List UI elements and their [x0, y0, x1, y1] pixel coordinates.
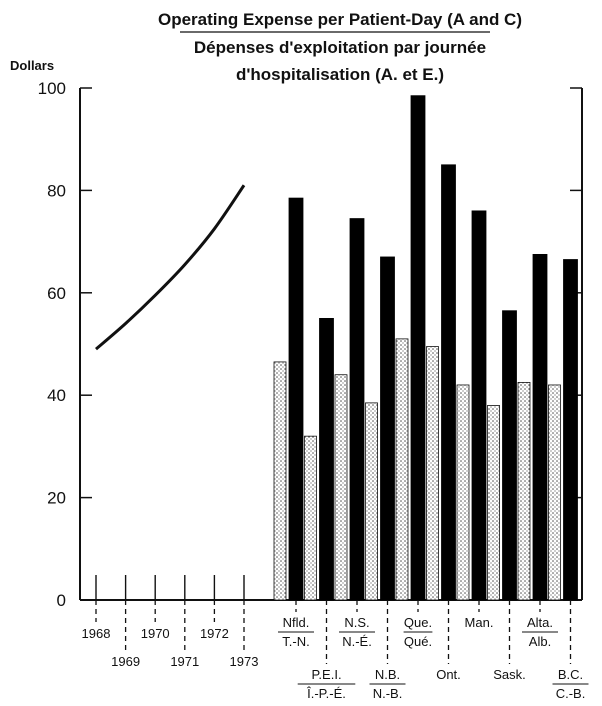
y-tick-label: 20 — [47, 489, 66, 508]
bar-stippled — [273, 361, 287, 601]
category-labels: Nfld. T.-N. P.E.I. Î.-P.-É. N.S. N.-É. N.B. N.-… — [278, 600, 589, 701]
category-label-french: C.-B. — [556, 686, 586, 701]
year-label: 1971 — [170, 654, 199, 669]
chart-subtitle-line2: d'hospitalisation (A. et E.) — [236, 65, 444, 84]
bar-solid — [441, 164, 456, 601]
y-tick-label: 100 — [38, 79, 66, 98]
year-label: 1970 — [141, 626, 170, 641]
bar-stippled — [456, 384, 470, 601]
bar-stippled — [395, 338, 409, 601]
category-label: P.E.I. — [311, 667, 341, 682]
bar-stippled — [426, 346, 439, 601]
y-tick-label: 40 — [47, 386, 66, 405]
trend-line — [95, 184, 246, 351]
year-label: 1972 — [200, 626, 229, 641]
bar-solid — [563, 259, 578, 601]
chart-title: Operating Expense per Patient-Day (A and… — [158, 10, 522, 29]
bar-solid — [288, 197, 304, 601]
category-label: N.B. — [375, 667, 400, 682]
category-label-french: Alb. — [529, 634, 551, 649]
bar-stippled — [304, 435, 317, 601]
category-label: Man. — [465, 615, 494, 630]
category-label-french: N.-É. — [342, 634, 372, 649]
bar-stippled — [365, 402, 378, 601]
category-label-french: N.-B. — [373, 686, 403, 701]
category-label: B.C. — [558, 667, 583, 682]
bar-solid — [502, 310, 517, 601]
bar-solid — [380, 256, 395, 601]
category-label: Alta. — [527, 615, 553, 630]
bar-solid — [532, 253, 548, 601]
category-label-french: T.-N. — [282, 634, 309, 649]
bar-solid — [349, 218, 365, 601]
category-label: Nfld. — [283, 615, 310, 630]
y-tick-label: 80 — [47, 181, 66, 200]
category-label: N.S. — [344, 615, 369, 630]
chart-subtitle-line1: Dépenses d'exploitation par journée — [194, 38, 486, 57]
bar-stippled — [517, 381, 531, 601]
category-label: Sask. — [493, 667, 526, 682]
bar-stippled — [548, 384, 561, 601]
bar-solid — [471, 210, 487, 601]
y-axis-label: Dollars — [10, 58, 54, 73]
bar-stippled — [334, 374, 348, 601]
category-label: Ont. — [436, 667, 461, 682]
bar-solid — [319, 317, 334, 601]
year-label: 1968 — [82, 626, 111, 641]
bar-solid — [410, 95, 426, 601]
y-tick-label: 0 — [57, 591, 66, 610]
bar-stippled — [487, 405, 500, 601]
category-label-french: Î.-P.-É. — [306, 686, 346, 701]
bars — [273, 95, 578, 601]
category-label-french: Qué. — [404, 634, 432, 649]
year-label: 1969 — [111, 654, 140, 669]
year-label: 1973 — [230, 654, 259, 669]
y-tick-label: 60 — [47, 284, 66, 303]
category-label: Que. — [404, 615, 432, 630]
